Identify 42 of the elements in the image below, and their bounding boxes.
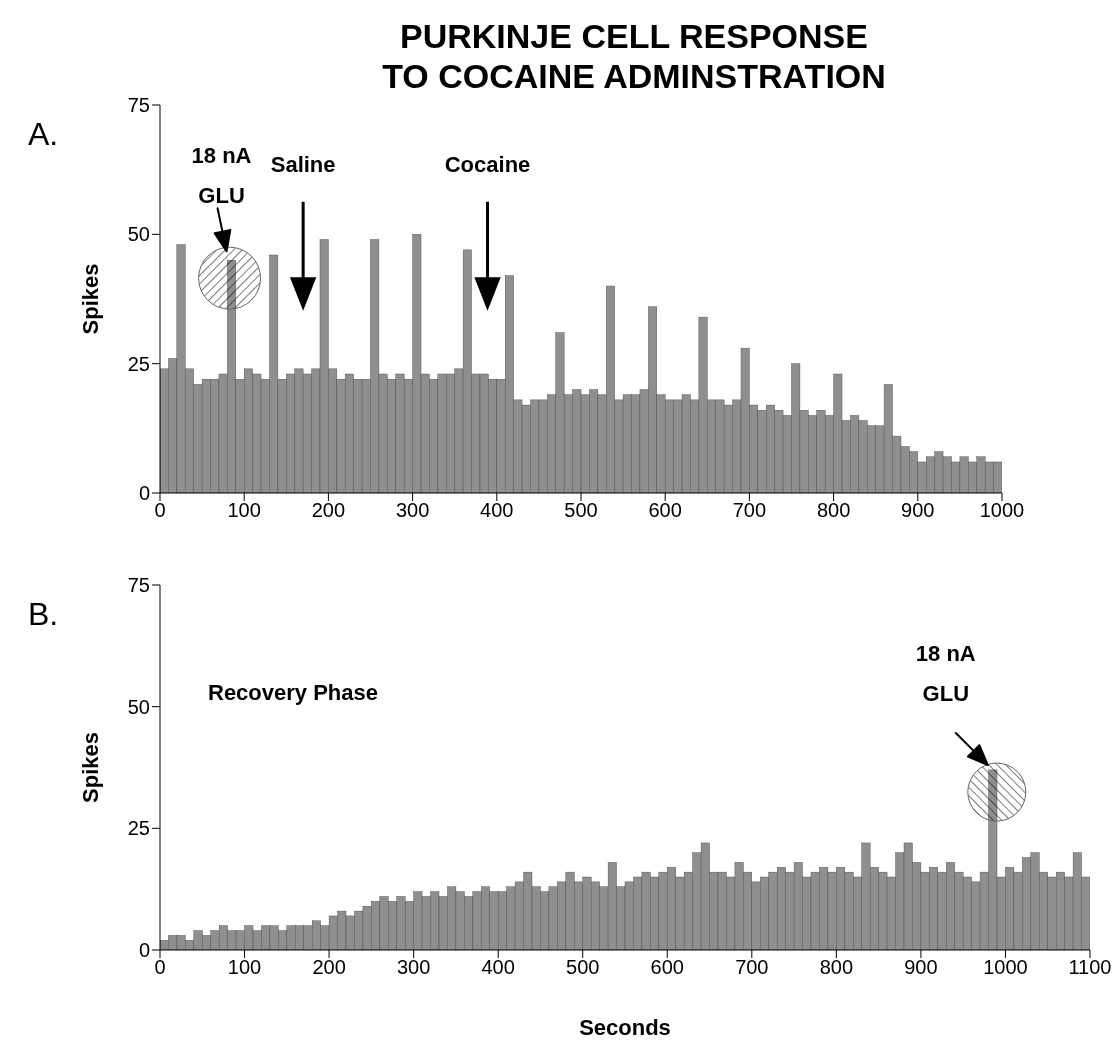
x-tick-label: 600: [650, 956, 684, 979]
text: A.: [28, 116, 59, 152]
y-tick-label: 25: [127, 352, 150, 375]
chart-title: PURKINJE CELL RESPONSE TO COCAINE ADMINSTRATION: [381, 16, 887, 96]
x-tick-label: 1100: [1068, 956, 1112, 979]
x-tick-label: 1000: [979, 499, 1025, 522]
x-tick-label: 300: [395, 499, 430, 522]
y-tick-label: 50: [127, 223, 150, 246]
x-tick-label: 1000: [983, 956, 1028, 979]
y-tick-label: 75: [127, 574, 150, 597]
text: B.: [28, 596, 59, 632]
y-tick-label: 0: [138, 482, 150, 505]
y-tick-label: 50: [127, 695, 150, 718]
x-tick-label: 200: [312, 956, 346, 979]
x-tick-label: 100: [227, 956, 262, 979]
annotation: Cocaine: [444, 151, 531, 177]
x-tick-label: 200: [311, 499, 346, 522]
y-tick-label: 75: [127, 94, 150, 117]
x-tick-label: 800: [816, 499, 851, 522]
x-tick-label: 700: [732, 499, 767, 522]
y-tick-label: 25: [127, 817, 150, 840]
x-tick-label: 900: [904, 956, 938, 979]
x-tick-label: 500: [564, 499, 598, 522]
x-tick-label: 600: [648, 499, 682, 522]
annotation: 18 nA GLU: [191, 143, 252, 209]
x-tick-label: 300: [396, 956, 431, 979]
x-tick-label: 400: [480, 499, 514, 522]
annotation: 18 nA GLU: [915, 641, 976, 707]
x-tick-label: 500: [566, 956, 600, 979]
annotation: Recovery Phase: [208, 680, 378, 705]
x-tick-label: 0: [154, 956, 166, 979]
y-tick-label: 0: [138, 939, 150, 962]
x-tick-label: 400: [481, 956, 515, 979]
x-tick-label: 900: [901, 499, 935, 522]
x-tick-label: 700: [735, 956, 769, 979]
x-tick-label: 800: [819, 956, 854, 979]
x-axis-title: Seconds: [579, 1015, 671, 1040]
y-axis-title: Spikes: [78, 263, 103, 335]
x-tick-label: 100: [227, 499, 261, 522]
annotation: Saline: [270, 151, 336, 177]
y-axis-title: Spikes: [78, 732, 103, 803]
x-tick-label: 0: [154, 499, 166, 522]
